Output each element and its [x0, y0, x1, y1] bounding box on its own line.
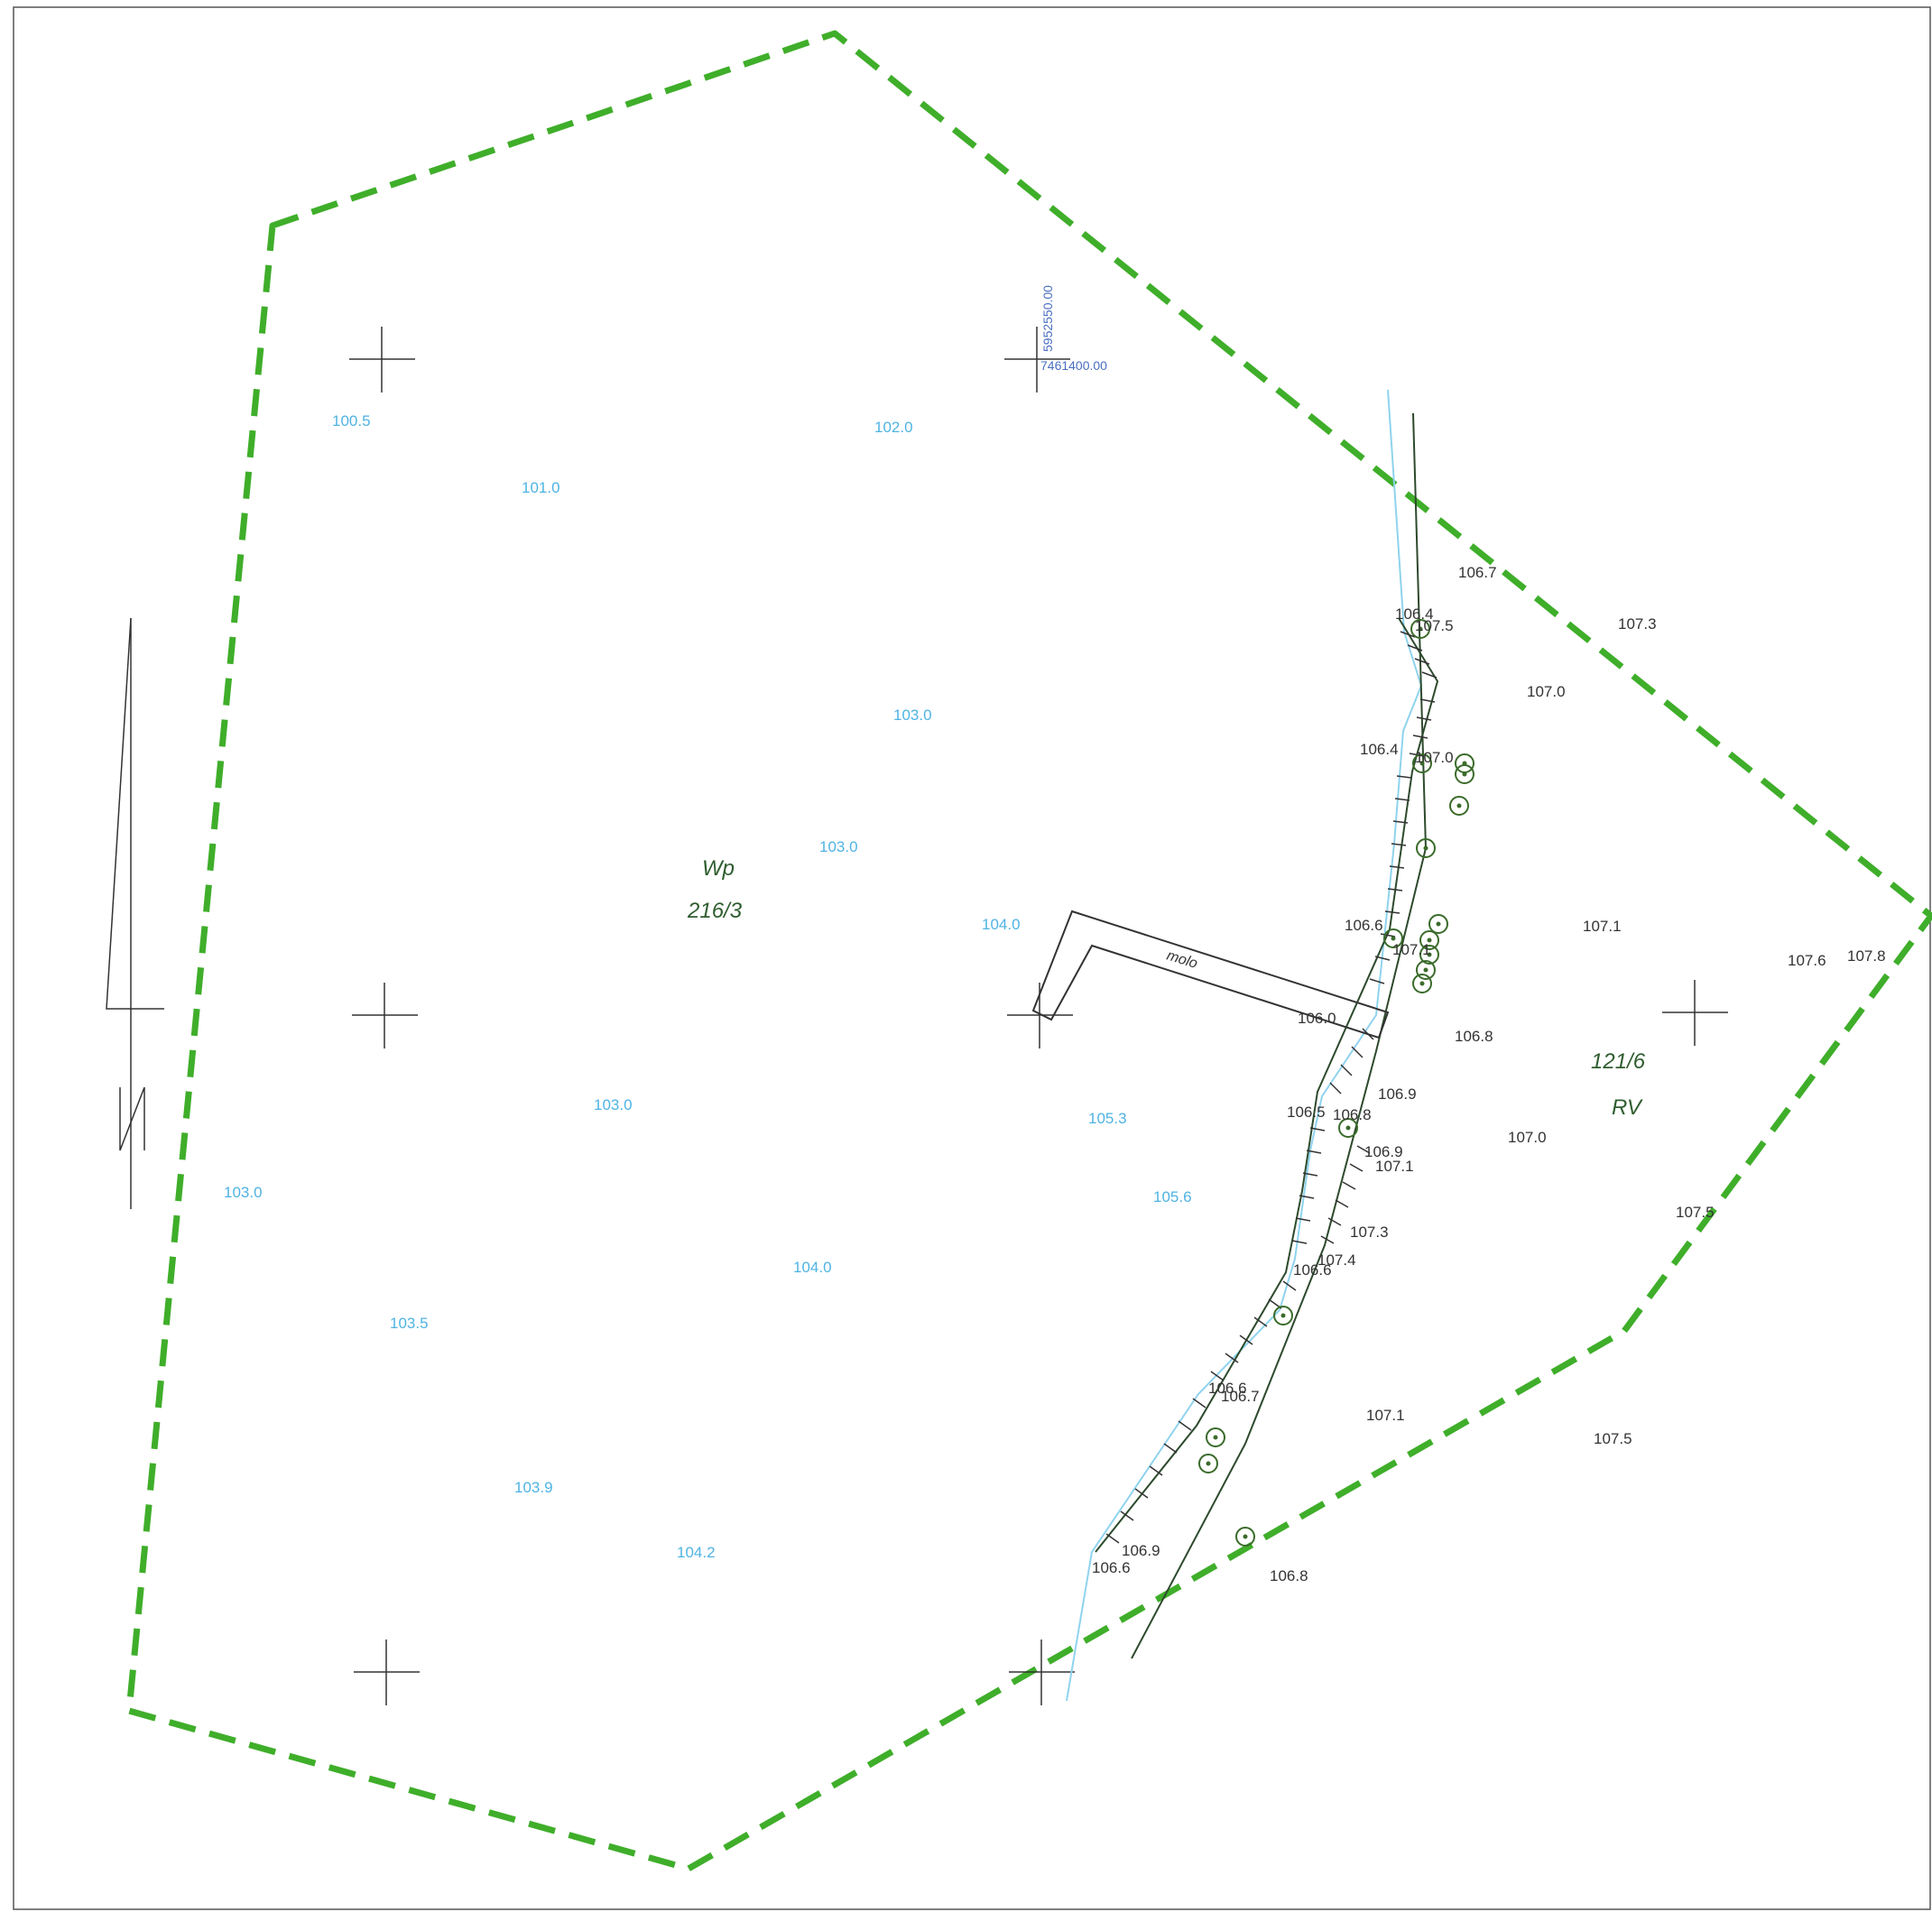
grid-crosses	[349, 327, 1728, 1705]
tree-symbol-icon	[1416, 838, 1436, 858]
spot-height: 107.6	[1788, 952, 1826, 969]
spot-height: 106.8	[1455, 1028, 1493, 1045]
spot-height: 102.0	[874, 419, 913, 436]
spot-height: 106.6	[1345, 917, 1383, 934]
spot-height: 103.0	[594, 1096, 633, 1113]
spot-height: 103.0	[819, 838, 858, 855]
tree-symbol-icon	[1455, 753, 1474, 773]
spot-height: 107.5	[1676, 1204, 1715, 1221]
spot-height: 107.0	[1508, 1129, 1547, 1146]
tree-symbol-icon	[1338, 1118, 1358, 1138]
spot-height: 103.5	[390, 1315, 429, 1332]
parcel-number-west: 216/3	[687, 899, 743, 923]
north-arrow-icon	[106, 617, 164, 1209]
spot-height: 104.0	[793, 1259, 832, 1276]
spot-height: 107.8	[1847, 947, 1886, 965]
trees	[1198, 619, 1474, 1547]
spot-height: 100.5	[332, 412, 371, 430]
pier-label: molo	[1165, 948, 1199, 972]
embankment-line	[1095, 617, 1439, 1553]
parcel-number-east: 121/6	[1591, 1049, 1646, 1074]
spot-height: 107.4	[1317, 1252, 1356, 1269]
spot-height: 104.2	[677, 1544, 716, 1561]
spot-height: 106.9	[1378, 1085, 1417, 1103]
spot-heights-water: 100.5 101.0 102.0 103.0 103.0 104.0 103.…	[224, 412, 1192, 1561]
spot-heights-land: 106.7 107.3 106.4 107.5 107.0 106.4 107.…	[1092, 564, 1886, 1584]
grid-easting-label: 7461400.00	[1040, 358, 1107, 373]
tree-symbol-icon	[1198, 1454, 1218, 1473]
spot-height: 107.3	[1350, 1224, 1389, 1241]
pier-outline	[1031, 910, 1390, 1039]
tree-symbol-icon	[1410, 619, 1430, 639]
spot-height: 107.0	[1527, 683, 1566, 700]
spot-height: 106.9	[1122, 1542, 1160, 1559]
spot-height: 106.7	[1458, 564, 1497, 581]
grid-cross	[1662, 980, 1728, 1046]
spot-height: 106.4	[1360, 741, 1399, 758]
grid-cross	[1004, 327, 1070, 393]
spot-height: 101.0	[522, 479, 560, 496]
spot-height: 106.6	[1208, 1380, 1247, 1397]
spot-height: 106.0	[1298, 1010, 1336, 1027]
grid-northing-label: 5952550.00	[1040, 285, 1055, 352]
tree-symbol-icon	[1419, 930, 1439, 950]
tree-symbol-icon	[1455, 764, 1474, 784]
tree-symbol-icon	[1383, 928, 1403, 948]
parcel-use-west: Wp	[702, 856, 735, 881]
spot-height: 107.1	[1375, 1158, 1414, 1175]
tree-symbol-icon	[1428, 914, 1448, 934]
spot-height: 105.6	[1153, 1188, 1192, 1205]
spot-height: 106.8	[1333, 1106, 1372, 1123]
spot-height: 103.0	[224, 1184, 263, 1201]
parcel-use-east: RV	[1612, 1095, 1643, 1120]
sheet-frame	[13, 6, 1931, 1910]
spot-height: 106.8	[1270, 1567, 1308, 1584]
spot-height: 107.1	[1392, 941, 1431, 958]
tree-symbol-icon	[1273, 1306, 1293, 1325]
spot-height: 106.9	[1364, 1143, 1403, 1160]
tree-symbol-icon	[1235, 1527, 1255, 1547]
spot-height: 106.6	[1092, 1559, 1131, 1576]
spot-height: 107.5	[1415, 617, 1454, 634]
grid-cross	[1009, 1640, 1075, 1705]
tree-symbol-icon	[1206, 1427, 1225, 1447]
spot-height: 104.0	[982, 916, 1021, 933]
tree-symbol-icon	[1449, 796, 1469, 816]
terrain-line	[1131, 412, 1428, 1659]
spot-height: 107.5	[1594, 1430, 1632, 1447]
spot-height: 103.9	[514, 1479, 553, 1496]
tree-symbol-icon	[1416, 960, 1436, 980]
spot-height: 107.1	[1366, 1407, 1405, 1424]
tree-symbol-icon	[1419, 945, 1439, 965]
tree-symbol-icon	[1412, 753, 1432, 773]
grid-cross	[354, 1640, 420, 1705]
grid-cross	[349, 327, 415, 393]
spot-height: 106.7	[1221, 1388, 1260, 1405]
spot-height: 103.0	[893, 707, 932, 724]
spot-height: 106.5	[1287, 1104, 1326, 1121]
embankment-hatching	[1105, 631, 1437, 1544]
spot-height: 107.1	[1583, 918, 1622, 935]
spot-height: 107.0	[1415, 749, 1454, 766]
spot-height: 106.6	[1293, 1261, 1332, 1279]
spot-height: 106.4	[1395, 605, 1434, 623]
spot-height: 107.3	[1618, 615, 1657, 633]
tree-symbol-icon	[1412, 974, 1432, 993]
spot-height: 105.3	[1088, 1110, 1127, 1127]
area-boundary	[125, 30, 1932, 1872]
grid-cross	[352, 983, 418, 1048]
water-line	[1066, 389, 1423, 1702]
